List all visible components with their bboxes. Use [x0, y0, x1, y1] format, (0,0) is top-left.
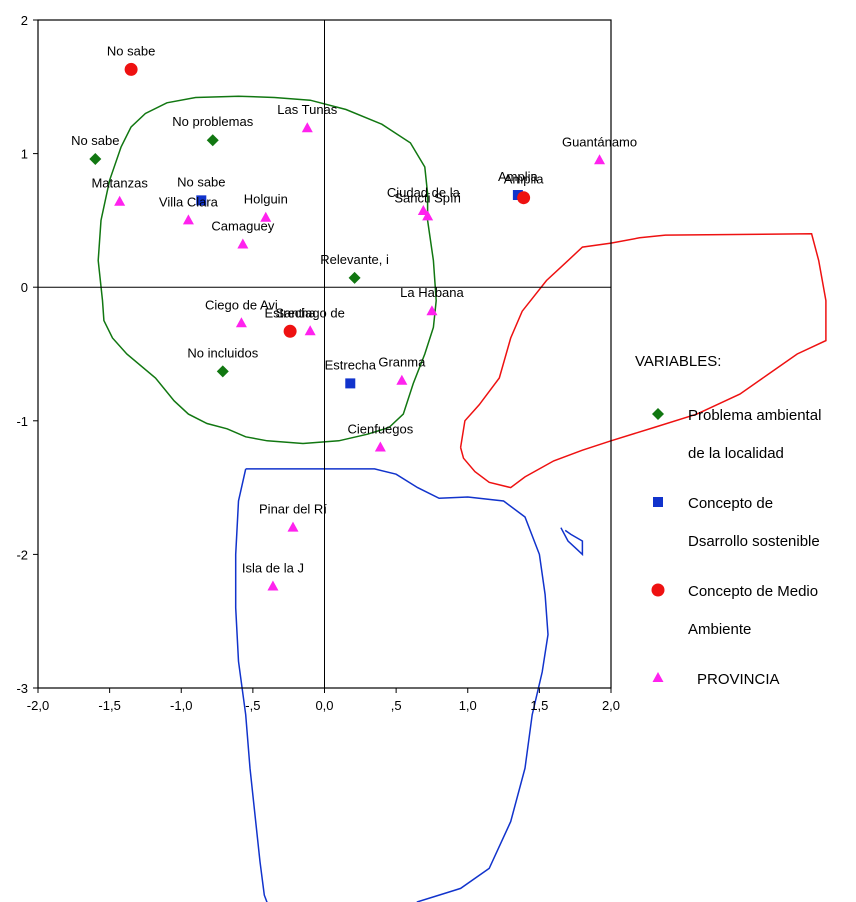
y-tick-label: -1 — [16, 414, 28, 429]
marker-triangle-6 — [417, 205, 429, 216]
point-label: No sabe — [71, 133, 119, 148]
x-tick-label: -,5 — [245, 698, 260, 713]
marker-triangle-7 — [422, 210, 434, 221]
marker-triangle-1 — [594, 154, 606, 165]
point-label: No problemas — [172, 114, 253, 129]
point-label: Granma — [378, 355, 426, 370]
marker-circle-0 — [124, 62, 138, 76]
legend-entry-label: de la localidad — [688, 445, 784, 462]
y-tick-label: 2 — [21, 13, 28, 28]
point-label: Guantánamo — [562, 134, 637, 149]
legend-entry-label: Concepto de — [688, 495, 773, 512]
x-tick-label: -1,0 — [170, 698, 192, 713]
x-tick-label: -1,5 — [98, 698, 120, 713]
marker-triangle-13 — [287, 521, 299, 532]
x-tick-label: 2,0 — [602, 698, 620, 713]
x-tick-label: 1,5 — [530, 698, 548, 713]
point-label: Santiago de — [275, 305, 344, 320]
point-label: No sabe — [107, 43, 155, 58]
marker-triangle-8 — [426, 305, 438, 316]
point-label: Las Tunas — [277, 102, 337, 117]
x-tick-label: 0,0 — [315, 698, 333, 713]
point-label: Isla de la J — [242, 560, 304, 575]
legend-entry-label: Dsarrollo sostenible — [688, 533, 820, 550]
point-label: Sancti Spíri — [394, 190, 461, 205]
point-label: Pinar del Rí — [259, 502, 327, 517]
legend: VARIABLES: Problema ambiental de la local… — [635, 353, 821, 688]
marker-square-2 — [345, 378, 356, 389]
outline-3 — [560, 527, 584, 557]
data-markers — [89, 62, 606, 591]
marker-diamond-1 — [206, 134, 219, 147]
y-tick-label: -2 — [16, 547, 28, 562]
y-tick-label: -3 — [16, 681, 28, 696]
point-label: Villa Clara — [159, 194, 219, 209]
y-tick-label: 0 — [21, 280, 28, 295]
marker-triangle-2 — [114, 195, 126, 206]
legend-marker-diamond — [652, 408, 664, 420]
axis-ticks: -2,0 -1,5 -1,0 -,5 0,0 ,5 1,0 1,5 2,0 2 1 0 -1 -2 -3 — [16, 13, 620, 713]
marker-triangle-10 — [304, 325, 316, 336]
x-tick-label: ,5 — [391, 698, 402, 713]
legend-entry-label: PROVINCIA — [697, 671, 780, 688]
point-label: Amplia — [498, 169, 539, 184]
marker-triangle-12 — [374, 441, 386, 452]
marker-diamond-2 — [348, 271, 361, 284]
point-label: Estrecha — [325, 357, 377, 372]
marker-triangle-11 — [396, 374, 408, 385]
marker-triangle-0 — [301, 122, 313, 133]
marker-circle-1 — [517, 191, 531, 205]
x-tick-label: 1,0 — [459, 698, 477, 713]
legend-marker-square — [653, 497, 663, 507]
legend-title: VARIABLES: — [635, 353, 721, 370]
point-label: Relevante, i — [320, 252, 389, 267]
point-label: Amplia — [504, 172, 545, 187]
point-label: La Habana — [400, 285, 464, 300]
plot-frame — [37, 19, 612, 689]
marker-circle-2 — [283, 324, 297, 338]
point-label: Cienfuegos — [347, 422, 413, 437]
outline-0 — [97, 95, 437, 445]
hand-drawn-outlines — [97, 95, 827, 902]
point-label: Ciudad de la — [387, 185, 461, 200]
point-label: No incluidos — [187, 345, 258, 360]
marker-triangle-14 — [267, 580, 279, 591]
point-label: Camaguey — [211, 218, 274, 233]
marker-diamond-0 — [89, 152, 102, 165]
point-label: Holguin — [244, 192, 288, 207]
point-label: No sabe — [177, 174, 225, 189]
data-labels: No sabe No problemas Relevante, i No inclui… — [71, 43, 637, 575]
marker-triangle-5 — [237, 238, 249, 249]
marker-square-0 — [196, 195, 207, 206]
outline-2 — [234, 468, 549, 902]
marker-triangle-4 — [260, 211, 272, 222]
legend-entry-label: Problema ambiental — [688, 407, 821, 424]
marker-triangle-9 — [235, 317, 247, 328]
legend-marker-triangle — [652, 672, 664, 682]
point-label: Matanzas — [91, 176, 148, 191]
legend-entry-label: Ambiente — [688, 621, 751, 638]
marker-triangle-3 — [182, 214, 194, 225]
legend-marker-circle — [651, 583, 665, 597]
y-tick-label: 1 — [21, 147, 28, 162]
legend-entry-label: Concepto de Medio — [688, 583, 818, 600]
marker-diamond-3 — [216, 365, 229, 378]
point-label: Estrecha — [264, 305, 316, 320]
outline-1 — [459, 233, 827, 489]
point-label: Ciego de Avi — [205, 297, 278, 312]
x-tick-label: -2,0 — [27, 698, 49, 713]
